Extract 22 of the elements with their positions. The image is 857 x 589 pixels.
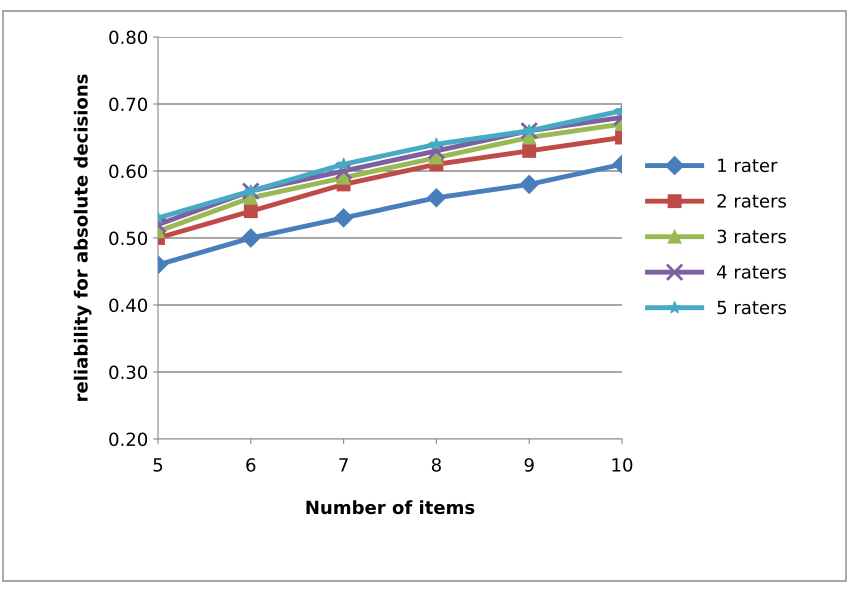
legend-label: 2 raters [717,194,786,208]
x-tick-label: 8 [432,458,441,472]
x-tick-label: 10 [612,458,632,472]
y-tick-label: 0.80 [109,30,148,44]
x-axis-title: Number of items [306,500,474,514]
y-tick-label: 0.30 [109,365,148,380]
legend-label: 4 raters [717,265,786,279]
legend-label: 1 rater [718,158,778,172]
y-tick-label: 0.40 [109,298,148,312]
y-tick-label: 0.50 [109,231,148,246]
y-tick-label: 0.70 [109,97,148,112]
point [334,208,354,228]
x-tick-label: 6 [246,458,256,472]
x-tick-label: 9 [524,458,534,472]
x-tick-label: 5 [154,458,162,472]
y-tick-label: 0.20 [109,432,148,446]
x-tick-label: 7 [339,458,348,472]
y-axis-title: reliability for absolute decisions [74,74,92,401]
legend-label: 3 raters [718,230,786,244]
point [426,188,446,208]
y-tick-label: 0.60 [109,164,148,178]
legend-label: 5 raters [718,300,786,314]
